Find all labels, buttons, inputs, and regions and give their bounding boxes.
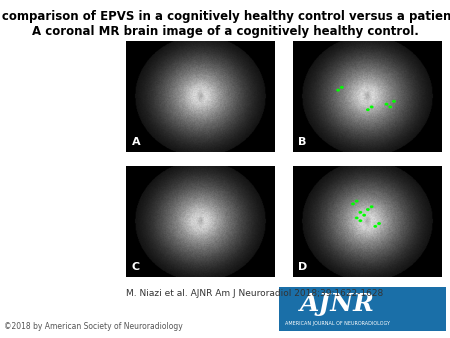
Text: C: C (132, 262, 140, 272)
Text: M. Niazi et al. AJNR Am J Neuroradiol 2018;39:1622-1628: M. Niazi et al. AJNR Am J Neuroradiol 20… (126, 289, 383, 298)
Text: D: D (298, 262, 308, 272)
Text: ©2018 by American Society of Neuroradiology: ©2018 by American Society of Neuroradiol… (4, 322, 183, 331)
Text: A: A (132, 137, 140, 147)
Text: B: B (298, 137, 307, 147)
Text: AMERICAN JOURNAL OF NEURORADIOLOGY: AMERICAN JOURNAL OF NEURORADIOLOGY (285, 321, 390, 326)
Text: A side-by-side comparison of EPVS in a cognitively healthy control versus a pati: A side-by-side comparison of EPVS in a c… (0, 10, 450, 38)
Text: AJNR: AJNR (300, 292, 375, 316)
